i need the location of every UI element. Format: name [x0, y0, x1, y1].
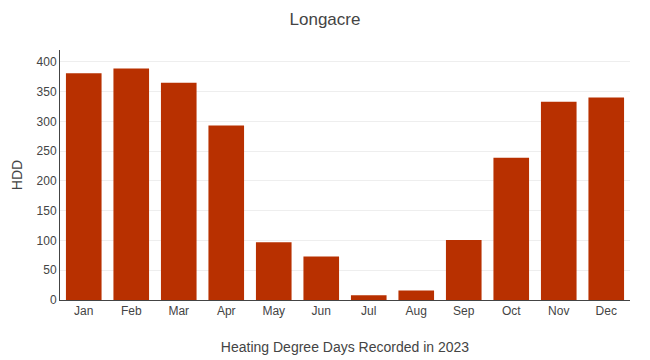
svg-text:300: 300 [37, 115, 57, 129]
svg-text:Aug: Aug [406, 304, 427, 318]
svg-text:350: 350 [37, 85, 57, 99]
svg-text:Feb: Feb [121, 304, 142, 318]
svg-text:Jul: Jul [361, 304, 376, 318]
svg-text:150: 150 [37, 204, 57, 218]
svg-text:Jun: Jun [312, 304, 331, 318]
svg-text:Mar: Mar [168, 304, 189, 318]
svg-text:250: 250 [37, 144, 57, 158]
svg-text:HDD: HDD [9, 160, 25, 190]
svg-text:Apr: Apr [217, 304, 236, 318]
svg-text:Oct: Oct [502, 304, 521, 318]
svg-text:Heating Degree Days Recorded i: Heating Degree Days Recorded in 2023 [221, 339, 469, 355]
svg-text:Dec: Dec [596, 304, 617, 318]
svg-text:0: 0 [50, 293, 57, 307]
svg-text:50: 50 [43, 263, 57, 277]
svg-text:Longacre: Longacre [290, 10, 361, 29]
svg-text:Nov: Nov [548, 304, 569, 318]
svg-text:Sep: Sep [453, 304, 475, 318]
svg-text:100: 100 [37, 234, 57, 248]
svg-text:Jan: Jan [74, 304, 93, 318]
svg-text:May: May [262, 304, 285, 318]
svg-text:200: 200 [37, 174, 57, 188]
svg-text:400: 400 [37, 55, 57, 69]
